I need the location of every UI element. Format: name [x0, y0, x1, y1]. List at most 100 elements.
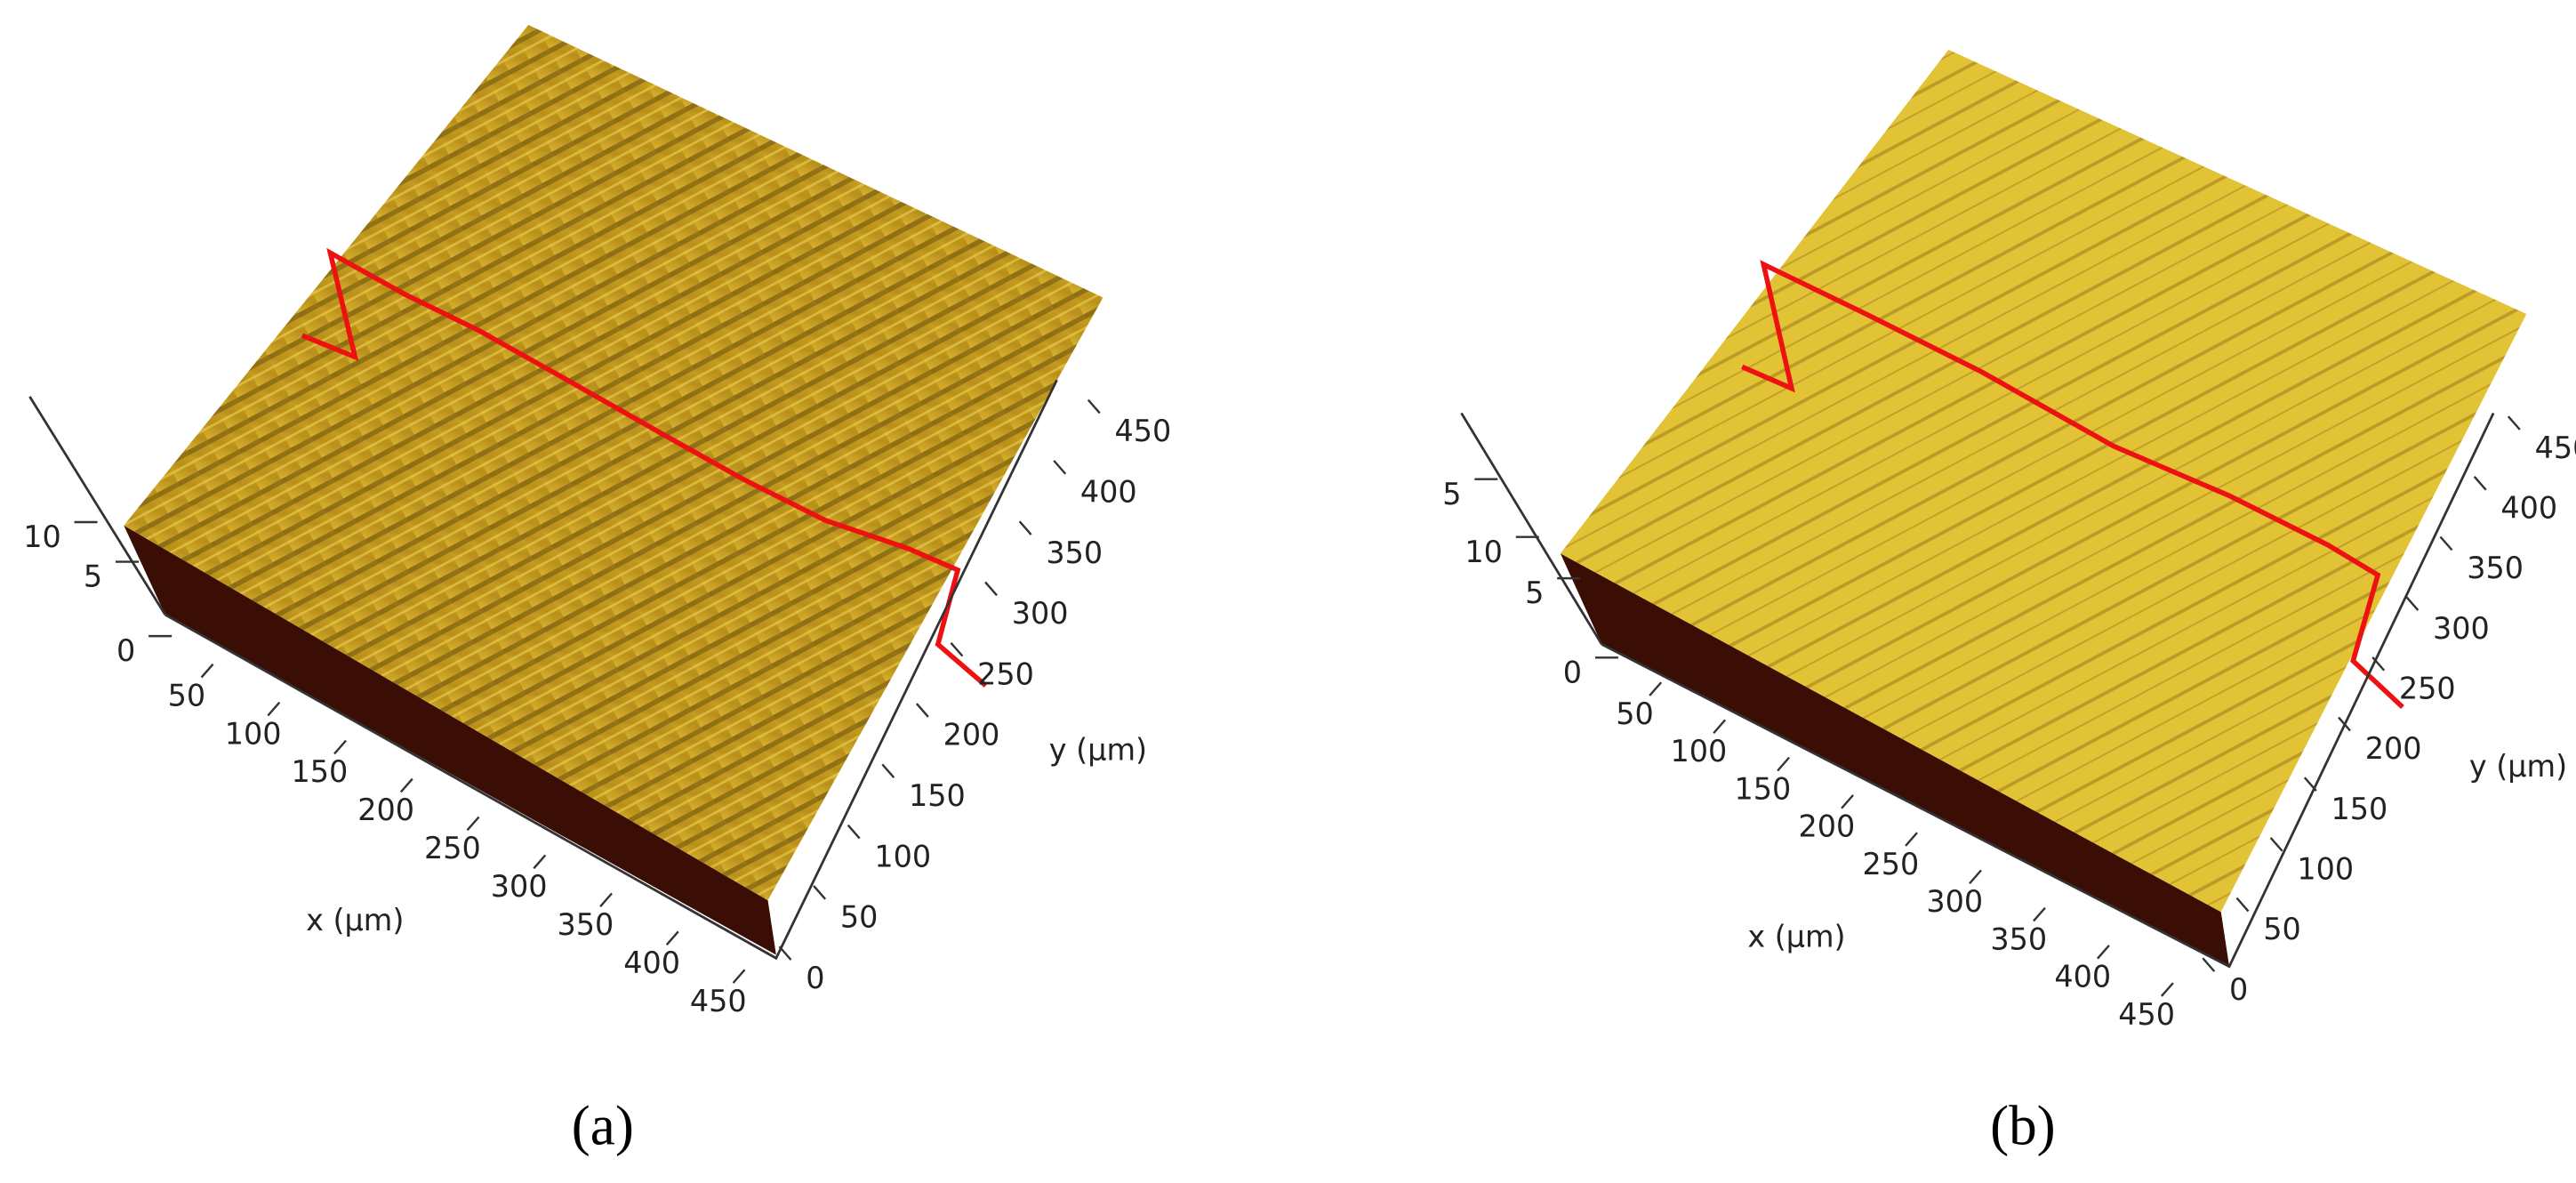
- x-tick-label-mark: [1777, 756, 1791, 772]
- x-tick-label: 50: [1616, 696, 1654, 731]
- z-tick-label: 0: [116, 633, 135, 668]
- y-tick-label: 100: [2297, 852, 2354, 887]
- x-tick-label: 100: [225, 716, 282, 751]
- top-face: [124, 25, 1103, 901]
- top-face: [1560, 49, 2527, 913]
- surface-b: [1460, 49, 2527, 969]
- y-tick-label: 450: [2535, 431, 2576, 465]
- y-tick-label-mark: [2269, 837, 2283, 852]
- x-tick-label-mark: [1969, 869, 1982, 885]
- panel-label: (b): [1990, 1095, 2056, 1157]
- axis-line: [28, 396, 166, 616]
- x-tick-label: 300: [491, 869, 548, 904]
- x-tick-label: 350: [1990, 921, 2047, 956]
- axis-line: [165, 379, 1058, 961]
- y-tick-label: 50: [840, 900, 879, 935]
- x-tick-label: 150: [291, 754, 348, 789]
- y-tick-label: 100: [874, 839, 931, 873]
- x-tick-label: 400: [2054, 960, 2111, 994]
- x-tick-label: 300: [1926, 884, 1983, 919]
- y-tick-label-mark: [847, 824, 861, 840]
- x-tick-label: 400: [623, 946, 680, 980]
- side-face: [124, 525, 776, 955]
- y-tick-label: 150: [909, 778, 966, 813]
- y-tick-label: 0: [2229, 972, 2248, 1007]
- x-tick-label-mark: [533, 854, 547, 870]
- x-tick-label-mark: [200, 663, 214, 679]
- y-tick-label: 450: [1115, 414, 1172, 448]
- y-tick-label-mark: [950, 641, 964, 657]
- y-tick-label-mark: [1087, 398, 1101, 414]
- y-tick-label-mark: [2507, 415, 2521, 431]
- y-tick-label: 200: [943, 718, 1000, 752]
- x-axis-label: x (µm): [1747, 919, 1845, 954]
- x-tick-label-mark: [2097, 945, 2110, 960]
- y-tick-label-mark: [2371, 656, 2386, 672]
- x-tick-label: 100: [1671, 734, 1728, 769]
- x-tick-label: 450: [690, 984, 747, 1018]
- x-tick-label-mark: [732, 969, 746, 984]
- z-tick-label: 0: [1563, 655, 1582, 689]
- y-tick-label-mark: [2235, 897, 2250, 913]
- axis-line: [1460, 412, 1603, 646]
- panel-label: (a): [572, 1095, 634, 1157]
- x-tick-label-mark: [1713, 719, 1727, 735]
- z-tick-label: 10: [1465, 535, 1503, 569]
- y-tick-label: 0: [806, 961, 824, 995]
- x-tick-label-mark: [1905, 832, 1918, 847]
- x-tick-label: 150: [1735, 771, 1792, 806]
- y-tick-label-mark: [813, 885, 827, 900]
- y-tick-label: 150: [2331, 792, 2388, 826]
- y-tick-label: 300: [2433, 611, 2490, 646]
- y-tick-label: 200: [2365, 731, 2422, 766]
- x-tick-label-mark: [399, 777, 413, 793]
- y-tick-label: 50: [2263, 912, 2301, 946]
- y-tick-label-mark: [2405, 596, 2420, 611]
- z-tick-label: 5: [1525, 575, 1544, 610]
- x-tick-label: 450: [2118, 997, 2175, 1032]
- x-tick-label: 250: [424, 831, 481, 865]
- x-tick-label: 350: [557, 907, 614, 942]
- y-tick-label-mark: [984, 581, 998, 597]
- x-tick-label-mark: [333, 739, 347, 755]
- y-tick-label-mark: [2338, 716, 2351, 732]
- z-tick-label: 5: [84, 559, 102, 594]
- x-axis-label: x (µm): [306, 903, 404, 938]
- y-tick-label: 350: [1046, 535, 1103, 570]
- y-tick-label-mark: [2303, 777, 2317, 792]
- y-tick-label-mark: [1018, 520, 1032, 535]
- profile-line: [301, 247, 988, 688]
- y-axis-label: y (µm): [2469, 749, 2567, 784]
- x-tick-label-mark: [267, 701, 281, 717]
- y-tick-label: 250: [2399, 672, 2456, 706]
- x-tick-label-mark: [599, 892, 613, 908]
- y-axis-label: y (µm): [1049, 733, 1147, 768]
- x-tick-label: 50: [168, 678, 206, 712]
- y-tick-label: 300: [1012, 596, 1069, 631]
- y-tick-label: 250: [977, 656, 1034, 691]
- x-tick-label-mark: [466, 816, 480, 832]
- x-tick-label-mark: [2160, 982, 2174, 997]
- x-tick-label: 200: [357, 793, 414, 827]
- x-tick-label-mark: [2033, 906, 2046, 922]
- z-tick-label: 5: [1442, 477, 1461, 511]
- profile-line: [1741, 260, 2404, 710]
- y-tick-label: 350: [2467, 551, 2524, 585]
- y-tick-label: 400: [1080, 475, 1137, 510]
- x-tick-label: 200: [1798, 809, 1855, 844]
- axis-line: [1601, 412, 2495, 969]
- y-tick-label-mark: [2202, 957, 2216, 972]
- y-tick-label-mark: [915, 703, 929, 718]
- y-tick-label-mark: [778, 946, 792, 961]
- y-tick-label-mark: [1053, 460, 1067, 475]
- x-tick-label-mark: [665, 930, 679, 946]
- y-tick-label-mark: [881, 763, 895, 779]
- y-tick-label-mark: [2439, 535, 2453, 551]
- surface-a: [28, 25, 1103, 961]
- x-tick-label: 250: [1862, 847, 1919, 881]
- x-tick-label-mark: [1649, 681, 1663, 696]
- z-tick-label: 10: [23, 519, 61, 554]
- side-face: [1560, 553, 2230, 967]
